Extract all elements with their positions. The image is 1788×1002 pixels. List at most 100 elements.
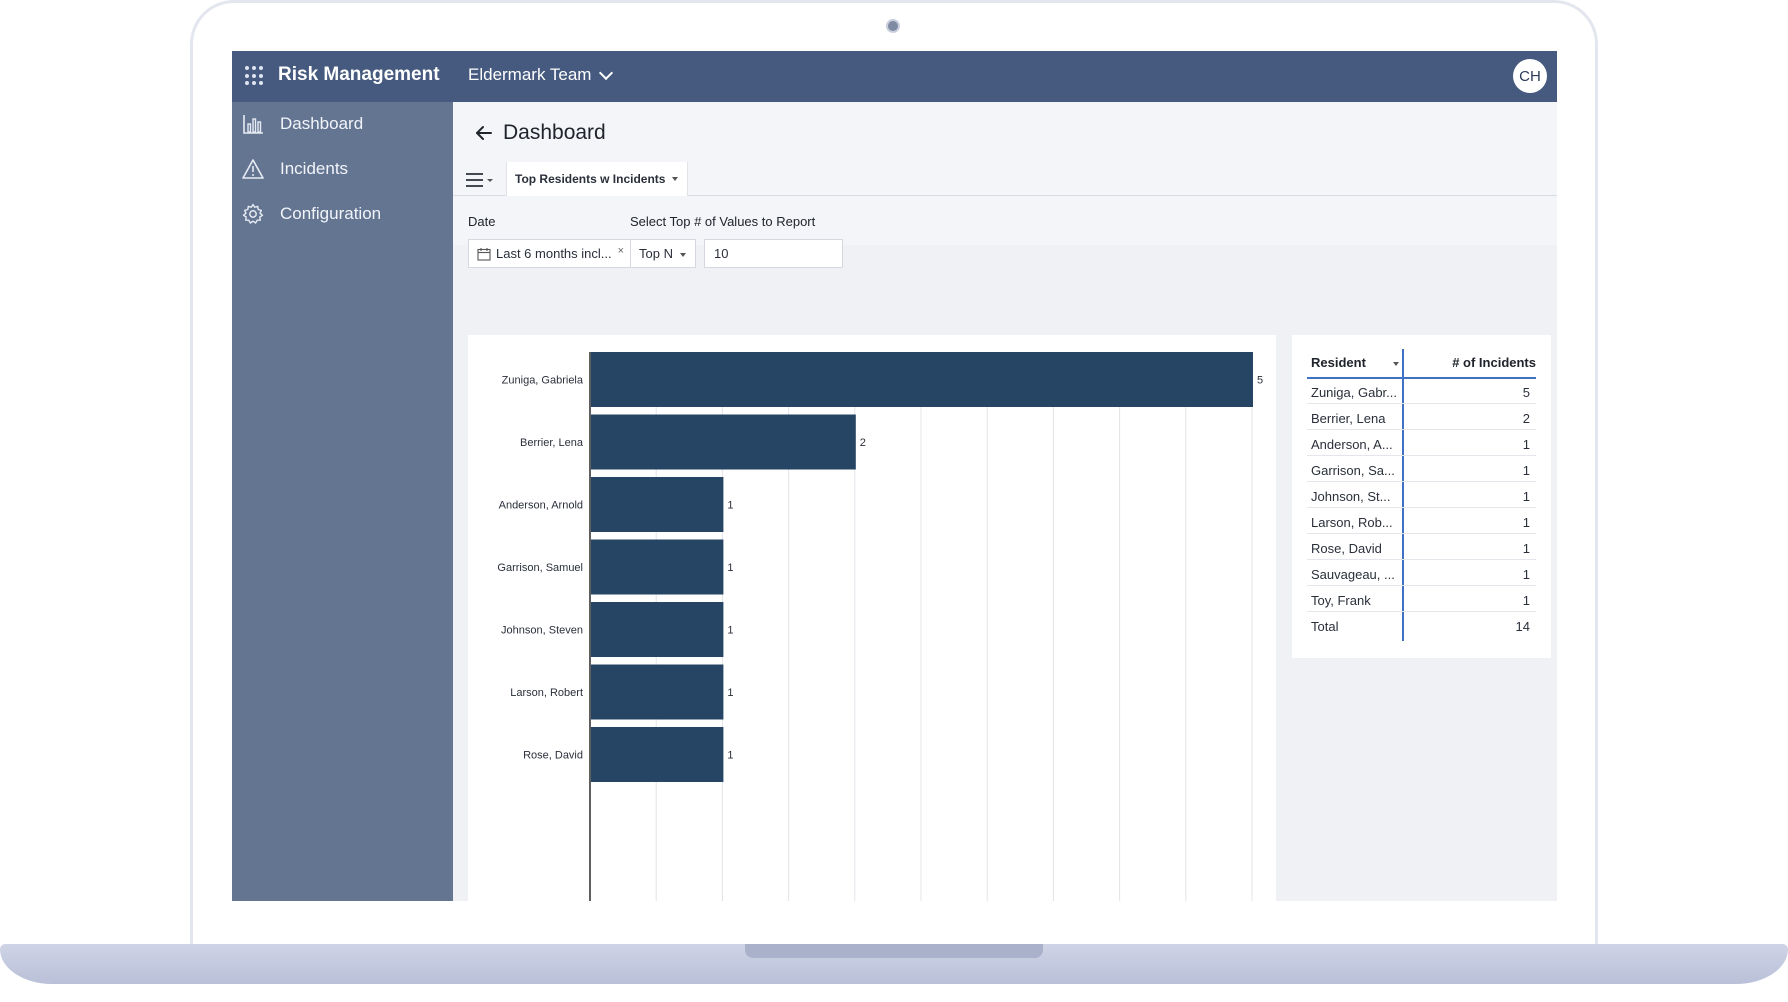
bar[interactable] [591,539,724,595]
table-row[interactable]: Sauvageau, ... 1 [1307,563,1536,586]
chevron-down-icon [599,65,614,80]
gear-icon [242,203,264,224]
bar-value-label: 1 [727,750,733,762]
bar-value-label: 1 [727,625,733,637]
category-tick-label: Anderson, Arnold [499,500,583,512]
topn-mode-value: Top N [639,246,673,261]
table-row[interactable]: Anderson, A... 1 [1307,433,1536,456]
resident-name-cell: Sauvageau, ... [1311,567,1395,582]
bar[interactable] [591,727,724,782]
laptop-notch [745,944,1043,958]
incident-count-cell: 2 [1522,411,1530,426]
resident-name-cell: Rose, David [1311,541,1382,556]
bar[interactable] [591,414,856,470]
category-tick-label: Berrier, Lena [520,437,584,449]
table-row[interactable]: Johnson, St... 1 [1307,485,1536,508]
sidebar-item-configuration[interactable]: Configuration [232,192,453,236]
bar[interactable] [591,664,724,720]
sidebar-item-label: Dashboard [280,114,364,133]
clear-date-icon[interactable]: × [617,245,624,257]
resident-name-cell: Toy, Frank [1311,593,1371,608]
sort-caret-icon [1393,362,1399,366]
table-row[interactable]: Larson, Rob... 1 [1307,511,1536,534]
bar-value-label: 2 [860,437,866,449]
resident-name-cell: Zuniga, Gabr... [1311,385,1397,400]
bar-value-label: 1 [727,687,733,699]
sidebar-item-label: Configuration [280,204,382,223]
table-row[interactable]: Rose, David 1 [1307,537,1536,560]
category-tick-label: Johnson, Steven [501,625,583,637]
date-filter-input[interactable]: Last 6 months incl... × [468,239,635,268]
category-tick-label: Rose, David [523,750,583,762]
page-title: Dashboard [503,121,606,144]
date-filter-value: Last 6 months incl... [496,246,612,261]
report-menu-button[interactable] [465,170,501,190]
header-underline [1307,377,1536,379]
tab-top-residents[interactable]: Top Residents w Incidents [506,162,689,196]
incident-count-cell: 1 [1522,593,1530,608]
date-filter-label: Date [468,214,496,229]
sidebar: Dashboard Incidents Configuration [232,102,453,901]
resident-header-label: Resident [1311,355,1366,370]
hamburger-menu-icon [466,173,493,187]
table-row[interactable]: Zuniga, Gabr... 5 [1307,381,1536,404]
caret-down-icon [672,177,679,181]
incident-count-cell: 1 [1522,541,1530,556]
incident-count-cell: 1 [1522,437,1530,452]
sidebar-item-incidents[interactable]: Incidents [232,147,453,191]
incident-count-cell: 1 [1522,463,1530,478]
team-selector[interactable]: Eldermark Team [468,65,614,85]
bar[interactable] [591,602,724,657]
user-avatar[interactable]: CH [1513,59,1547,93]
incident-count-cell: 1 [1522,489,1530,504]
incident-count-cell: 5 [1522,385,1530,400]
app-launcher-icon[interactable] [245,66,265,86]
category-tick-label: Garrison, Samuel [497,562,583,574]
resident-name-cell: Total [1311,619,1339,634]
page-header: Dashboard Top Residents w Incidents Date [453,102,1557,245]
report-tab-label: Top Residents w Incidents [515,172,666,186]
report-toolbar: Top Residents w Incidents [453,162,1557,196]
incident-count-cell: 14 [1515,619,1530,634]
bar-value-label: 1 [727,500,733,512]
main-content: Dashboard Top Residents w Incidents Date [453,102,1557,901]
topn-filter-label: Select Top # of Values to Report [630,214,816,229]
sidebar-item-dashboard[interactable]: Dashboard [232,102,453,146]
camera-dot [886,19,900,33]
resident-column-header[interactable]: Resident [1311,355,1399,370]
topn-value-input[interactable]: 10 [704,239,843,268]
calendar-icon [477,247,491,261]
table-row[interactable]: Berrier, Lena 2 [1307,407,1536,430]
bar-value-label: 1 [727,562,733,574]
team-name: Eldermark Team [468,65,592,84]
topn-value: 10 [714,246,729,261]
category-tick-label: Larson, Robert [510,687,583,699]
incident-count-cell: 1 [1522,567,1530,582]
resident-name-cell: Berrier, Lena [1311,411,1386,426]
table-row[interactable]: Garrison, Sa... 1 [1307,459,1536,482]
resident-name-cell: Anderson, A... [1311,437,1393,452]
table-total-row[interactable]: Total 14 [1307,615,1536,638]
resident-name-cell: Larson, Rob... [1311,515,1393,530]
count-column-header[interactable]: # of Incidents [1452,355,1536,370]
chart-panel: Zuniga, Gabriela 5 Berrier, Lena 2 Anderson,… [468,335,1276,901]
back-arrow-icon[interactable] [475,124,493,142]
bar[interactable] [591,477,724,532]
incident-count-cell: 1 [1522,515,1530,530]
summary-table: Resident # of Incidents Zuniga, Gabr... 5… [1292,335,1551,658]
table-row[interactable]: Toy, Frank 1 [1307,589,1536,612]
app-title: Risk Management [278,64,440,85]
sidebar-item-label: Incidents [280,159,349,178]
incidents-bar-chart: Zuniga, Gabriela 5 Berrier, Lena 2 Anderson,… [497,352,1263,901]
top-bar: Risk Management Eldermark Team CH [232,51,1557,102]
warning-icon [242,159,264,179]
topn-mode-select[interactable]: Top N [630,239,696,268]
caret-down-icon [680,253,686,257]
bar[interactable] [591,352,1253,407]
bar-chart-icon [243,115,263,134]
resident-name-cell: Johnson, St... [1311,489,1391,504]
bar-value-label: 5 [1257,375,1263,387]
column-divider [1402,349,1404,641]
app-screen: Risk Management Eldermark Team CH Dashbo… [232,51,1557,901]
resident-name-cell: Garrison, Sa... [1311,463,1395,478]
